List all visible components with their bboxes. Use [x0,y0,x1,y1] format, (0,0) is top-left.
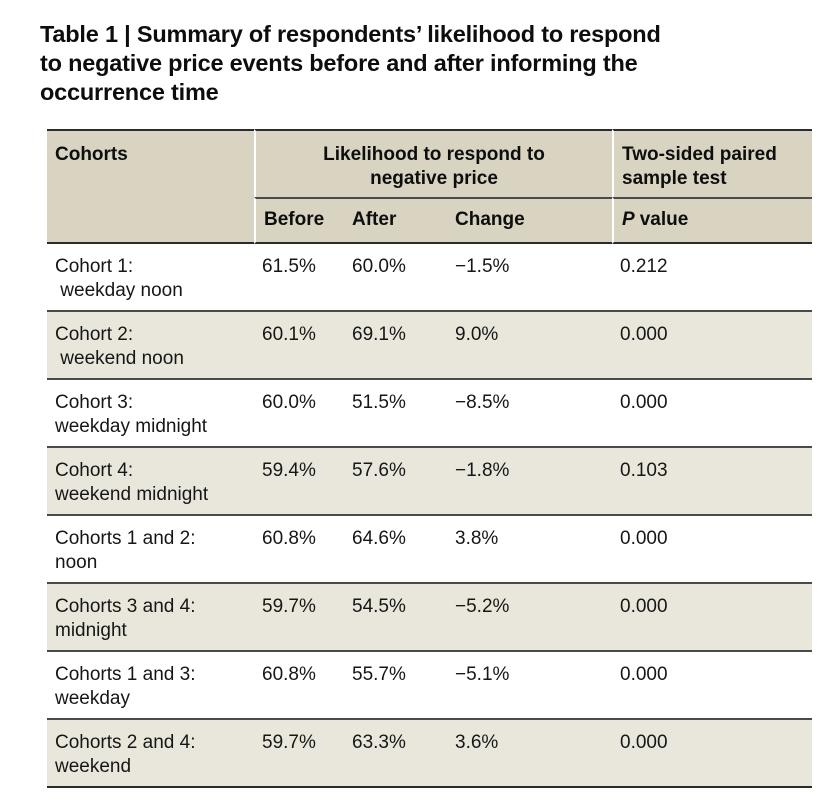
change-cell: −5.1% [447,652,612,720]
p-value-cell: 0.000 [612,516,812,584]
before-cell: 60.0% [254,380,344,448]
column-header-after: After [344,197,447,244]
before-cell: 60.8% [254,652,344,720]
change-cell: −1.5% [447,244,612,312]
p-value-symbol: P [622,209,635,230]
p-value-cell: 0.212 [612,244,812,312]
after-cell: 51.5% [344,380,447,448]
cohort-cell: Cohort 1: weekday noon [47,244,254,312]
after-cell: 57.6% [344,448,447,516]
summary-table: Cohorts Likelihood to respond to negativ… [47,129,812,788]
column-header-before: Before [254,197,344,244]
cohort-cell: Cohorts 1 and 3: weekday [47,652,254,720]
cohort-cell: Cohort 4: weekend midnight [47,448,254,516]
before-cell: 59.4% [254,448,344,516]
change-cell: 9.0% [447,312,612,380]
table-row: Cohort 2: weekend noon 60.1% 69.1% 9.0% … [47,312,812,380]
change-cell: −8.5% [447,380,612,448]
page: Table 1 | Summary of respondents’ likeli… [0,20,823,807]
table-row: Cohort 1: weekday noon 61.5% 60.0% −1.5%… [47,244,812,312]
cohort-cell: Cohorts 1 and 2: noon [47,516,254,584]
p-value-cell: 0.000 [612,312,812,380]
after-cell: 60.0% [344,244,447,312]
before-cell: 60.1% [254,312,344,380]
table-row: Cohorts 1 and 2: noon 60.8% 64.6% 3.8% 0… [47,516,812,584]
cohort-cell: Cohort 2: weekend noon [47,312,254,380]
p-value-cell: 0.103 [612,448,812,516]
table-row: Cohorts 1 and 3: weekday 60.8% 55.7% −5.… [47,652,812,720]
table-row: Cohort 4: weekend midnight 59.4% 57.6% −… [47,448,812,516]
change-cell: 3.6% [447,720,612,788]
change-cell: −5.2% [447,584,612,652]
before-cell: 61.5% [254,244,344,312]
after-cell: 63.3% [344,720,447,788]
change-cell: −1.8% [447,448,612,516]
table-row: Cohorts 3 and 4: midnight 59.7% 54.5% −5… [47,584,812,652]
p-value-cell: 0.000 [612,380,812,448]
column-group-paired-test: Two-sided paired sample test [612,129,812,197]
after-cell: 69.1% [344,312,447,380]
table-title: Table 1 | Summary of respondents’ likeli… [40,21,661,105]
p-value-cell: 0.000 [612,652,812,720]
p-value-cell: 0.000 [612,584,812,652]
cohort-cell: Cohort 3: weekday midnight [47,380,254,448]
change-cell: 3.8% [447,516,612,584]
after-cell: 55.7% [344,652,447,720]
table-row: Cohort 3: weekday midnight 60.0% 51.5% −… [47,380,812,448]
after-cell: 64.6% [344,516,447,584]
after-cell: 54.5% [344,584,447,652]
before-cell: 59.7% [254,584,344,652]
before-cell: 59.7% [254,720,344,788]
table-body: Cohort 1: weekday noon 61.5% 60.0% −1.5%… [47,244,812,788]
table-header: Cohorts Likelihood to respond to negativ… [47,129,812,244]
cohort-cell: Cohorts 2 and 4: weekend [47,720,254,788]
before-cell: 60.8% [254,516,344,584]
p-value-cell: 0.000 [612,720,812,788]
cohort-cell: Cohorts 3 and 4: midnight [47,584,254,652]
column-header-change: Change [447,197,612,244]
column-group-likelihood: Likelihood to respond to negative price [254,129,612,197]
column-header-cohorts: Cohorts [47,129,254,244]
p-value-label: value [639,209,689,230]
table-row: Cohorts 2 and 4: weekend 59.7% 63.3% 3.6… [47,720,812,788]
